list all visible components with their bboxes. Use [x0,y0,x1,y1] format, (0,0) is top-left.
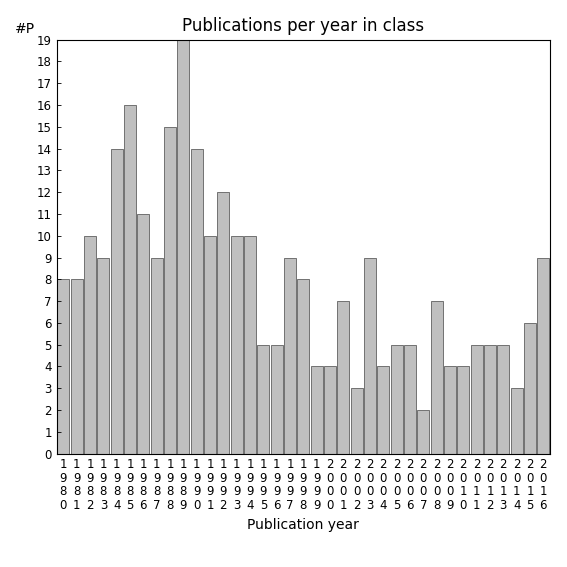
Bar [57,280,69,454]
Bar [137,214,149,454]
Bar [391,345,403,454]
Bar [204,236,216,454]
Bar [71,280,83,454]
X-axis label: Publication year: Publication year [247,518,359,531]
Bar [164,127,176,454]
Bar [217,192,230,454]
Bar [350,388,363,454]
Bar [98,257,109,454]
Bar [417,410,429,454]
Bar [270,345,283,454]
Bar [524,323,536,454]
Bar [444,366,456,454]
Bar [84,236,96,454]
Bar [484,345,496,454]
Bar [297,280,310,454]
Text: #P: #P [15,22,35,36]
Bar [404,345,416,454]
Bar [337,301,349,454]
Bar [191,149,202,454]
Bar [431,301,443,454]
Bar [311,366,323,454]
Bar [497,345,509,454]
Bar [111,149,122,454]
Bar [151,257,163,454]
Bar [324,366,336,454]
Bar [364,257,376,454]
Bar [471,345,483,454]
Bar [124,105,136,454]
Bar [378,366,390,454]
Bar [177,40,189,454]
Bar [244,236,256,454]
Title: Publications per year in class: Publications per year in class [182,18,425,35]
Bar [284,257,296,454]
Bar [458,366,469,454]
Bar [257,345,269,454]
Bar [511,388,523,454]
Bar [538,257,549,454]
Bar [231,236,243,454]
